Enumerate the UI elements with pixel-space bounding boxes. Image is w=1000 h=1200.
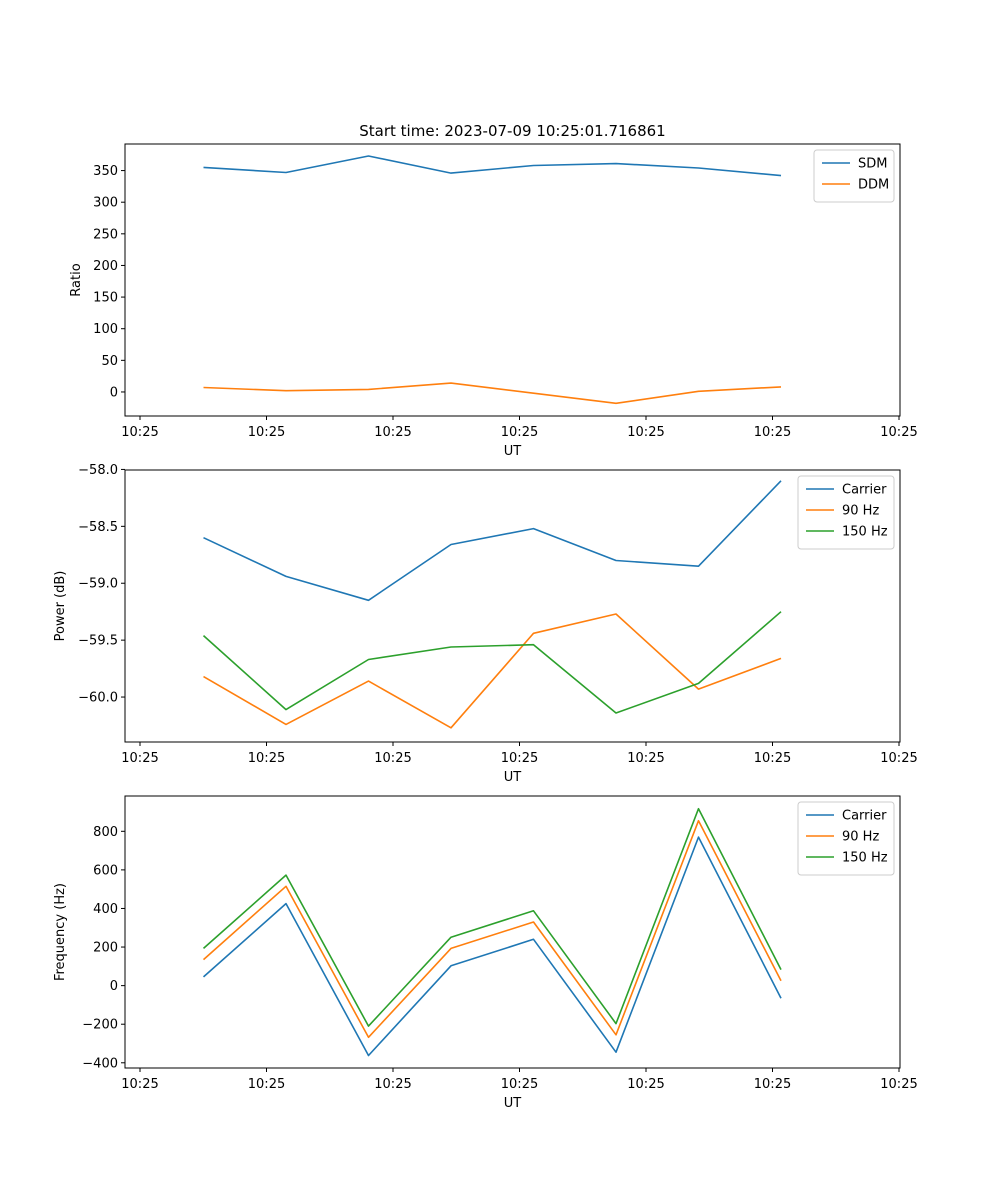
y-axis-label: Frequency (Hz): [53, 883, 68, 981]
y-tick-label: 150: [93, 291, 118, 306]
series-line-150-hz: [202, 611, 782, 714]
legend-label: Carrier: [842, 483, 887, 498]
y-tick-label: −58.5: [78, 520, 118, 535]
y-tick-label: −59.5: [78, 634, 118, 649]
x-tick-label: 10:25: [374, 751, 411, 766]
x-axis-label: UT: [504, 770, 522, 785]
x-tick-label: 10:25: [121, 425, 158, 440]
y-tick-label: 600: [93, 863, 118, 878]
y-tick-label: −60.0: [78, 691, 118, 706]
series-line-90-hz: [202, 819, 782, 1039]
plot-area-frame: [124, 795, 901, 1069]
x-axis-label: UT: [504, 444, 522, 459]
x-tick-label: 10:25: [754, 751, 791, 766]
x-tick-label: 10:25: [501, 425, 538, 440]
series-line-sdm: [203, 155, 782, 177]
x-tick-label: 10:25: [501, 751, 538, 766]
chart-panel-2: −60.0 −59.5 −59.0 −58.5 −58.0 10:25 10:25 10:25…: [53, 463, 918, 785]
y-tick-label: −400: [82, 1056, 118, 1071]
chart-title: Start time: 2023-07-09 10:25:01.716861: [359, 122, 665, 140]
x-axis-label: UT: [504, 1096, 522, 1111]
legend-label: SDM: [858, 157, 887, 172]
x-tick-label: 10:25: [880, 751, 917, 766]
y-tick-label: −59.0: [78, 577, 118, 592]
x-tick-label: 10:25: [627, 751, 664, 766]
y-tick-label: 400: [93, 902, 118, 917]
series-line-150-hz: [202, 807, 782, 1027]
legend: Carrier 90 Hz 150 Hz: [797, 475, 895, 550]
series-line-carrier: [202, 836, 782, 1057]
y-tick-label: 300: [93, 196, 118, 211]
plot-area-frame: [124, 469, 901, 743]
legend-label: Carrier: [842, 809, 887, 824]
y-axis-label: Power (dB): [53, 571, 68, 642]
y-tick-label: −58.0: [78, 463, 118, 478]
x-tick-label: 10:25: [248, 1077, 285, 1092]
x-tick-label: 10:25: [754, 425, 791, 440]
plot-area-frame: [124, 143, 901, 417]
y-tick-label: 350: [93, 164, 118, 179]
x-tick-label: 10:25: [121, 751, 158, 766]
chart-panel-3: −400 −200 0 200 400 600 800 10:25 10:25 10:25 10:2…: [53, 795, 918, 1111]
y-tick-label: 0: [110, 979, 118, 994]
series-line-90-hz: [203, 613, 782, 729]
y-axis-label: Ratio: [69, 263, 84, 296]
y-tick-label: 50: [101, 354, 118, 369]
x-tick-label: 10:25: [880, 425, 917, 440]
legend-label: 150 Hz: [842, 525, 888, 540]
chart-panel-1: 0 50 100 150 200 250 300 350 10:25 10:25 10:25 10:2…: [69, 143, 918, 459]
x-tick-label: 10:25: [121, 1077, 158, 1092]
legend-label: 90 Hz: [842, 830, 879, 845]
y-tick-label: 100: [93, 322, 118, 337]
y-tick-label: 200: [93, 259, 118, 274]
x-tick-label: 10:25: [248, 425, 285, 440]
legend: SDM DDM: [813, 149, 895, 203]
legend-label: 150 Hz: [842, 851, 888, 866]
x-tick-label: 10:25: [627, 1077, 664, 1092]
x-tick-label: 10:25: [374, 1077, 411, 1092]
x-tick-label: 10:25: [754, 1077, 791, 1092]
x-tick-label: 10:25: [248, 751, 285, 766]
y-tick-label: 800: [93, 825, 118, 840]
x-tick-label: 10:25: [880, 1077, 917, 1092]
legend-label: 90 Hz: [842, 504, 879, 519]
x-tick-label: 10:25: [627, 425, 664, 440]
legend-label: DDM: [858, 178, 889, 193]
x-tick-label: 10:25: [374, 425, 411, 440]
series-line-carrier: [203, 480, 782, 602]
y-tick-label: 250: [93, 227, 118, 242]
charts-layer: 0 50 100 150 200 250 300 350 10:25 10:25 10:25 10:2…: [53, 143, 918, 1111]
x-tick-label: 10:25: [501, 1077, 538, 1092]
y-tick-label: 200: [93, 941, 118, 956]
y-tick-label: −200: [82, 1018, 118, 1033]
legend: Carrier 90 Hz 150 Hz: [797, 801, 895, 876]
series-line-ddm: [203, 382, 782, 405]
y-tick-label: 0: [110, 385, 118, 400]
